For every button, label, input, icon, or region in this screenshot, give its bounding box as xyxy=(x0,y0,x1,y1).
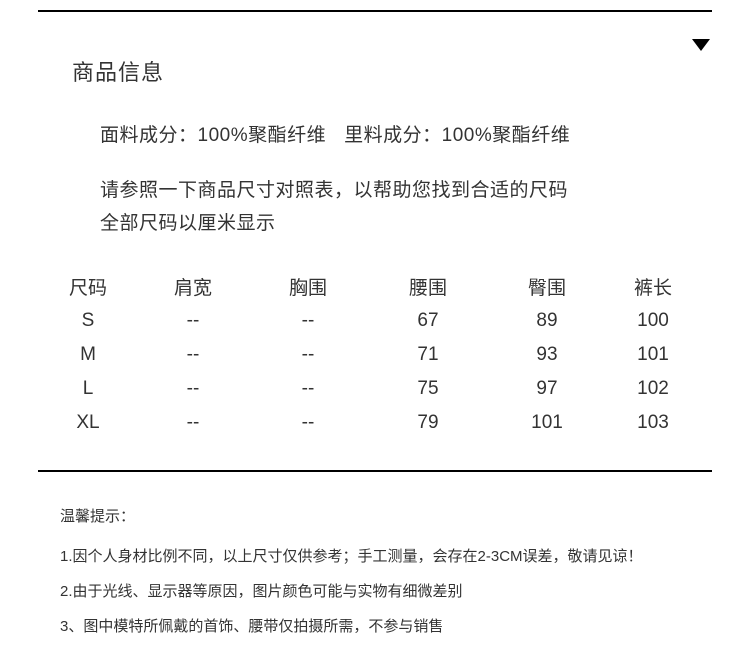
col-shoulder: 肩宽 xyxy=(138,273,248,300)
cell: 102 xyxy=(606,378,712,400)
cell: -- xyxy=(138,310,248,332)
cell: -- xyxy=(138,412,248,434)
table-body: S -- -- 67 89 100 M -- -- 71 93 101 L --… xyxy=(38,304,712,440)
instruction-line-2: 全部尺码以厘米显示 xyxy=(100,208,276,235)
table-row: XL -- -- 79 101 103 xyxy=(38,406,712,440)
note-item: 2.由于光线、显示器等原因，图片颜色可能与实物有细微差别 xyxy=(60,580,463,601)
cell: -- xyxy=(138,378,248,400)
cell: 79 xyxy=(368,412,488,434)
col-size: 尺码 xyxy=(38,273,138,300)
cell: 89 xyxy=(488,310,606,332)
col-length: 裤长 xyxy=(606,273,712,300)
cell: -- xyxy=(248,310,368,332)
col-waist: 腰围 xyxy=(368,273,488,300)
cell: 71 xyxy=(368,344,488,366)
instruction-line-1: 请参照一下商品尺寸对照表，以帮助您找到合适的尺码 xyxy=(100,175,568,202)
cell: 101 xyxy=(606,344,712,366)
cell: 67 xyxy=(368,310,488,332)
cell: S xyxy=(38,310,138,332)
notes-title: 温馨提示： xyxy=(60,505,135,526)
table-header-row: 尺码 肩宽 胸围 腰围 臀围 裤长 xyxy=(38,268,712,304)
table-row: L -- -- 75 97 102 xyxy=(38,372,712,406)
cell: XL xyxy=(38,412,138,434)
cell: -- xyxy=(248,378,368,400)
table-row: S -- -- 67 89 100 xyxy=(38,304,712,338)
note-item: 3、图中模特所佩戴的首饰、腰带仅拍摄所需，不参与销售 xyxy=(60,615,443,636)
top-divider xyxy=(38,10,712,12)
inner-material-label: 里料成分： xyxy=(344,125,442,146)
table-row: M -- -- 71 93 101 xyxy=(38,338,712,372)
cell: 93 xyxy=(488,344,606,366)
size-table: 尺码 肩宽 胸围 腰围 臀围 裤长 S -- -- 67 89 100 M --… xyxy=(38,268,712,440)
cell: L xyxy=(38,378,138,400)
cell: 75 xyxy=(368,378,488,400)
cell: -- xyxy=(138,344,248,366)
section-title: 商品信息 xyxy=(72,55,164,87)
col-bust: 胸围 xyxy=(248,273,368,300)
mid-divider xyxy=(38,470,712,472)
cell: M xyxy=(38,344,138,366)
cell: -- xyxy=(248,344,368,366)
outer-material-value: 100%聚酯纤维 xyxy=(198,125,327,146)
col-hip: 臀围 xyxy=(488,273,606,300)
chevron-down-icon[interactable] xyxy=(692,38,710,56)
cell: 97 xyxy=(488,378,606,400)
cell: 103 xyxy=(606,412,712,434)
outer-material-label: 面料成分： xyxy=(100,125,198,146)
composition-line: 面料成分：100%聚酯纤维里料成分：100%聚酯纤维 xyxy=(100,120,570,147)
inner-material-value: 100%聚酯纤维 xyxy=(442,125,571,146)
cell: 101 xyxy=(488,412,606,434)
note-item: 1.因个人身材比例不同，以上尺寸仅供参考；手工测量，会存在2-3CM误差，敬请见… xyxy=(60,545,643,566)
cell: -- xyxy=(248,412,368,434)
cell: 100 xyxy=(606,310,712,332)
